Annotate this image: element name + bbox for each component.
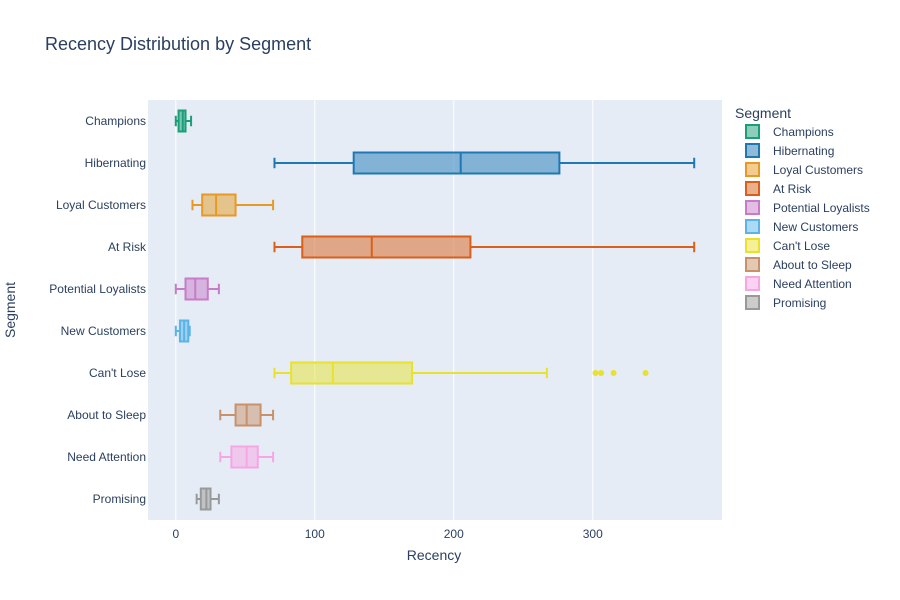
box-potential-loyalists[interactable] [174, 277, 220, 301]
iqr-box [301, 235, 472, 259]
iqr-box [230, 445, 259, 469]
chart-title: Recency Distribution by Segment [45, 34, 311, 54]
legend-label: New Customers [773, 220, 858, 234]
y-tick-label: New Customers [61, 324, 146, 338]
legend-label: Promising [773, 296, 826, 310]
y-axis-ticks: Champions Hibernating Loyal Customers At Ri… [49, 114, 147, 506]
x-tick-label: 300 [583, 527, 603, 541]
outlier-point [592, 370, 599, 376]
x-tick-label: 100 [305, 527, 325, 541]
y-tick-label: Hibernating [85, 156, 146, 170]
iqr-box [234, 403, 262, 427]
y-tick-label: At Risk [108, 240, 147, 254]
legend-swatch [745, 124, 760, 139]
legend-label: At Risk [773, 182, 812, 196]
legend-swatch [745, 257, 760, 272]
legend[interactable]: Champions Hibernating Loyal Customers At Ri… [745, 124, 870, 310]
legend-swatch [745, 143, 760, 158]
legend-item-need-attention[interactable]: Need Attention [745, 276, 852, 291]
legend-item-new-customers[interactable]: New Customers [745, 219, 858, 234]
iqr-box [290, 361, 414, 385]
x-tick-label: 200 [444, 527, 464, 541]
y-tick-label: Promising [93, 492, 146, 506]
legend-label: Can't Lose [773, 239, 830, 253]
legend-swatch [745, 295, 760, 310]
legend-swatch [745, 181, 760, 196]
y-tick-label: Can't Lose [89, 366, 146, 380]
box-need-attention[interactable] [219, 445, 275, 469]
y-tick-label: Loyal Customers [56, 198, 146, 212]
legend-item-potential-loyalists[interactable]: Potential Loyalists [745, 200, 870, 215]
iqr-box [201, 193, 237, 217]
box-loyal-customers[interactable] [191, 193, 275, 217]
legend-swatch [745, 219, 760, 234]
box-series [174, 109, 696, 511]
x-tick-label: 0 [172, 527, 179, 541]
legend-label: Loyal Customers [773, 163, 863, 177]
box-hibernating[interactable] [273, 151, 696, 175]
legend-swatch [745, 200, 760, 215]
box-about-to-sleep[interactable] [219, 403, 275, 427]
box-champions[interactable] [174, 109, 193, 133]
y-tick-label: About to Sleep [67, 408, 146, 422]
outlier-point [598, 370, 605, 376]
legend-item-loyal-customers[interactable]: Loyal Customers [745, 162, 863, 177]
legend-label: Hibernating [773, 144, 834, 158]
box-at-risk[interactable] [273, 235, 696, 259]
y-tick-label: Potential Loyalists [49, 282, 146, 296]
box-new-customers[interactable] [174, 319, 191, 343]
box-promising[interactable] [195, 487, 220, 511]
legend-item-promising[interactable]: Promising [745, 295, 826, 310]
legend-item-at-risk[interactable]: At Risk [745, 181, 812, 196]
outlier-point [642, 370, 649, 376]
box-can-t-lose[interactable] [273, 361, 649, 385]
legend-swatch [745, 162, 760, 177]
legend-item-can-t-lose[interactable]: Can't Lose [745, 238, 830, 253]
legend-label: About to Sleep [773, 258, 852, 272]
legend-item-about-to-sleep[interactable]: About to Sleep [745, 257, 852, 272]
legend-swatch [745, 276, 760, 291]
x-axis-ticks: 0 100 200 300 [172, 527, 603, 541]
x-axis-title: Recency [407, 547, 461, 563]
legend-swatch [745, 238, 760, 253]
y-tick-label: Champions [85, 114, 146, 128]
legend-title: Segment [735, 105, 791, 121]
legend-label: Champions [773, 125, 834, 139]
y-axis-title: Segment [2, 282, 18, 338]
y-tick-label: Need Attention [67, 450, 146, 464]
legend-item-hibernating[interactable]: Hibernating [745, 143, 834, 158]
outlier-point [610, 370, 617, 376]
legend-label: Potential Loyalists [773, 201, 870, 215]
iqr-box [184, 277, 209, 301]
legend-label: Need Attention [773, 277, 852, 291]
legend-item-champions[interactable]: Champions [745, 124, 834, 139]
iqr-box [352, 151, 561, 175]
